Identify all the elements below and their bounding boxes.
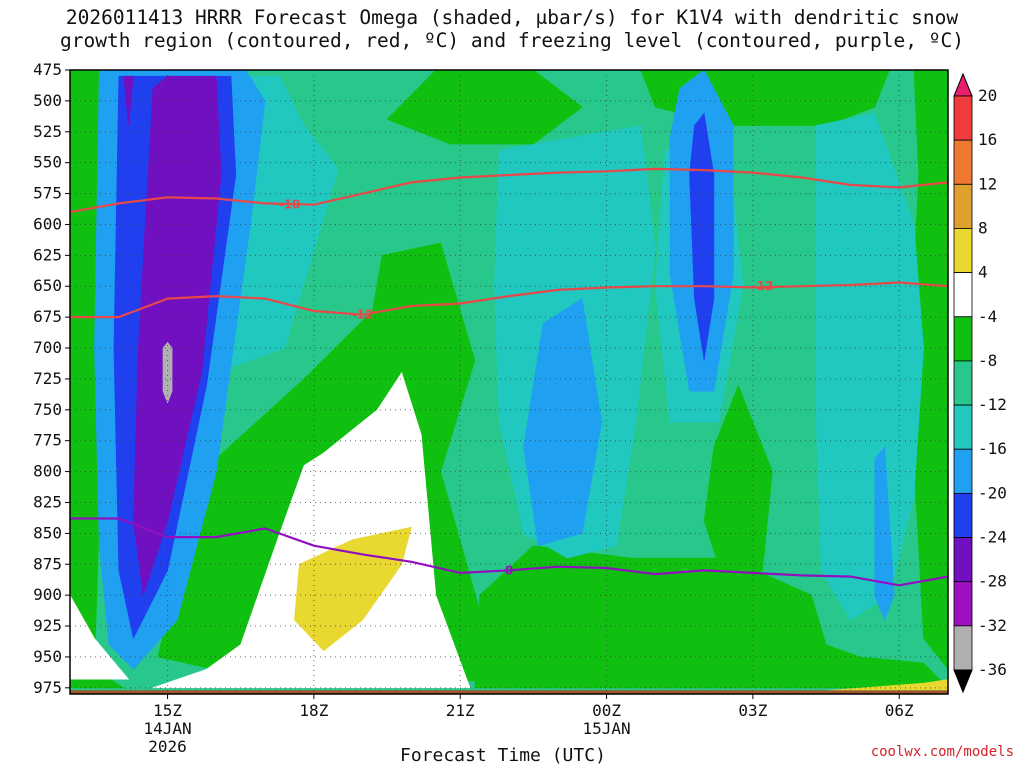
y-tick-label-14: 825 xyxy=(33,492,62,511)
y-tick-label-18: 925 xyxy=(33,616,62,635)
shade-region-gray xyxy=(162,341,173,404)
plot-area: -10 -12 -12 0 xyxy=(70,70,948,694)
chart-title: 2026011413 HRRR Forecast Omega (shaded, … xyxy=(0,6,1024,52)
x-tick-date-3: 15JAN xyxy=(582,719,630,738)
y-tick-label-7: 650 xyxy=(33,276,62,295)
colorbar-label-3: 8 xyxy=(978,218,988,237)
colorbar-box-2 xyxy=(953,183,973,229)
colorbar-box-10 xyxy=(953,537,973,583)
colorbar-box-3 xyxy=(953,228,973,274)
y-tick-label-11: 750 xyxy=(33,400,62,419)
y-tick-label-13: 800 xyxy=(33,462,62,481)
shade-region-13 xyxy=(874,446,895,621)
y-tick-label-5: 600 xyxy=(33,214,62,233)
shade-region-9 xyxy=(815,112,924,621)
y-tick-label-15: 850 xyxy=(33,523,62,542)
colorbar-box-8 xyxy=(953,448,973,494)
y-tick-label-8: 675 xyxy=(33,307,62,326)
y-tick-label-12: 775 xyxy=(33,431,62,450)
contour-label--10-0: -10 xyxy=(279,198,301,212)
colorbar-box-0 xyxy=(953,95,973,141)
colorbar-box-9 xyxy=(953,492,973,538)
x-tick-date-0: 14JAN xyxy=(143,719,191,738)
title-line-2: growth region (contoured, red, ºC) and f… xyxy=(60,29,964,52)
ground-yellow xyxy=(826,679,948,691)
colorbar-label-9: -20 xyxy=(978,483,1007,502)
y-tick-label-4: 575 xyxy=(33,184,62,203)
shade-region-12 xyxy=(523,298,603,547)
x-tick-year-0: 2026 xyxy=(148,737,187,756)
y-tick-label-19: 950 xyxy=(33,647,62,666)
ground-strip xyxy=(70,690,948,694)
y-tick-label-9: 700 xyxy=(33,338,62,357)
contour-label--12-1: -12 xyxy=(752,279,774,293)
colorbar-label-0: 20 xyxy=(978,86,997,105)
shade-region-6 xyxy=(703,384,773,596)
shade-region-17 xyxy=(133,75,222,596)
colorbar-label-1: 16 xyxy=(978,130,997,149)
colorbar-label-10: -24 xyxy=(978,528,1007,547)
contour-label--12-0: -12 xyxy=(352,308,374,322)
contour-line-0 xyxy=(70,517,948,587)
contour-line--10 xyxy=(70,167,948,214)
shade-region-19 xyxy=(152,372,471,689)
colorbar-box-12 xyxy=(953,625,973,671)
colorbar-box-11 xyxy=(953,581,973,627)
x-tick-label-4: 03Z xyxy=(738,701,767,720)
colorbar-label-6: -8 xyxy=(978,351,997,370)
colorbar-label-2: 12 xyxy=(978,174,997,193)
shade-region-5 xyxy=(474,545,948,689)
contour-line--12 xyxy=(70,281,948,319)
colorbar-box-4 xyxy=(953,272,973,318)
x-tick-label-1: 18Z xyxy=(299,701,328,720)
y-tick-label-6: 625 xyxy=(33,245,62,264)
colorbar-label-12: -32 xyxy=(978,616,1007,635)
y-tick-label-16: 875 xyxy=(33,554,62,573)
y-tick-label-3: 550 xyxy=(33,153,62,172)
title-line-1: 2026011413 HRRR Forecast Omega (shaded, … xyxy=(65,6,959,29)
x-tick-label-0: 15Z xyxy=(153,701,182,720)
colorbar-label-4: 4 xyxy=(978,263,988,282)
colorbar-box-7 xyxy=(953,404,973,450)
colorbar-box-5 xyxy=(953,316,973,362)
colorbar-label-8: -16 xyxy=(978,439,1007,458)
shade-region-2 xyxy=(908,70,948,670)
colorbar-top-arrow xyxy=(953,72,973,97)
colorbar-label-11: -28 xyxy=(978,572,1007,591)
colorbar-bottom-arrow xyxy=(953,669,973,694)
y-tick-label-17: 900 xyxy=(33,585,62,604)
colorbar-box-6 xyxy=(953,360,973,406)
y-tick-label-2: 525 xyxy=(33,122,62,141)
y-tick-label-0: 475 xyxy=(33,60,62,79)
x-axis-label: Forecast Time (UTC) xyxy=(400,745,606,766)
plot-border xyxy=(69,69,949,695)
x-tick-label-3: 00Z xyxy=(592,701,621,720)
colorbar-label-5: -4 xyxy=(978,307,997,326)
y-tick-label-10: 725 xyxy=(33,369,62,388)
shade-region-20 xyxy=(70,594,130,680)
colorbar-box-1 xyxy=(953,139,973,185)
x-tick-label-5: 06Z xyxy=(885,701,914,720)
y-tick-label-1: 500 xyxy=(33,91,62,110)
shade-region-15 xyxy=(689,112,715,361)
colorbar-label-7: -12 xyxy=(978,395,1007,414)
y-tick-label-20: 975 xyxy=(33,678,62,697)
colorbar-label-13: -36 xyxy=(978,660,1007,679)
credit-link[interactable]: coolwx.com/models xyxy=(870,744,1014,760)
x-tick-label-2: 21Z xyxy=(446,701,475,720)
contour-label-0-0: 0 xyxy=(505,563,513,577)
